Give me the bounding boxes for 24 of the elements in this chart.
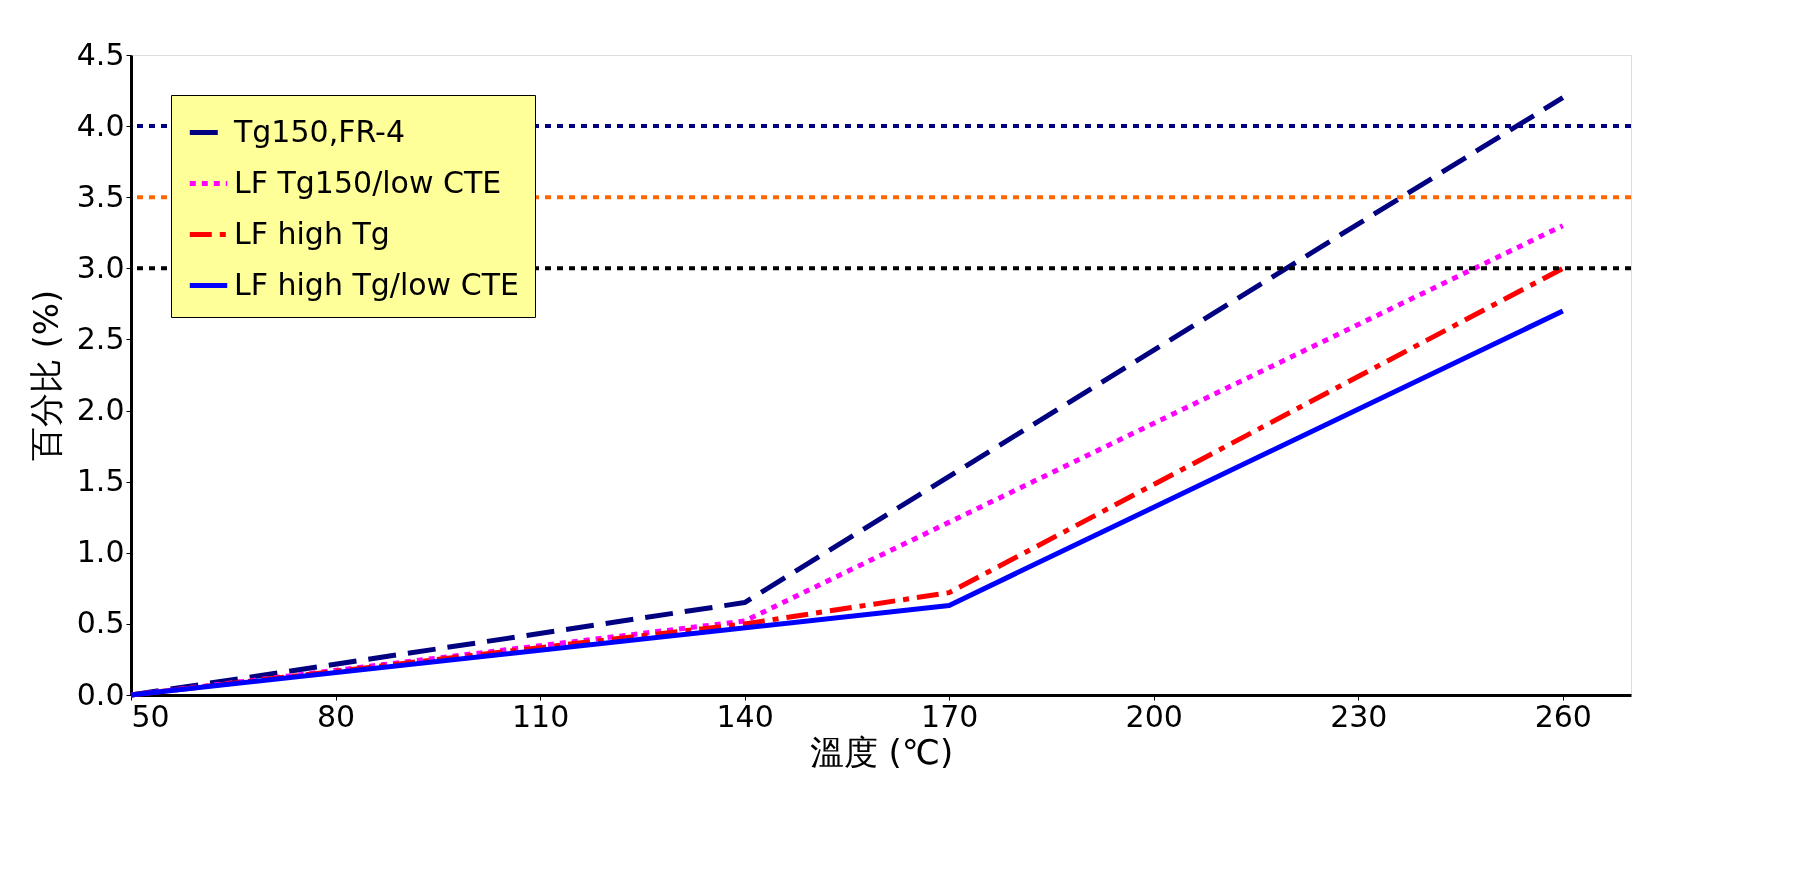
y-axis-title: 百分比 (%) bbox=[25, 289, 66, 462]
y-tick-label: 2.5 bbox=[76, 320, 125, 356]
x-axis-title: 溫度 (℃) bbox=[809, 731, 954, 772]
x-tick-label: 200 bbox=[1125, 698, 1183, 734]
x-tick-label: 260 bbox=[1534, 698, 1592, 734]
legend-label: LF high Tg/low CTE bbox=[234, 266, 519, 302]
y-tick-label: 3.5 bbox=[76, 178, 125, 214]
x-tick-label: 140 bbox=[716, 698, 774, 734]
x-tick-label: 170 bbox=[921, 698, 979, 734]
legend-label: LF high Tg bbox=[234, 215, 390, 251]
y-tick-label: 0.5 bbox=[76, 605, 125, 641]
legend-label: Tg150,FR-4 bbox=[233, 113, 405, 149]
y-tick-label: 2.0 bbox=[76, 392, 125, 428]
y-tick-label: 1.5 bbox=[76, 463, 125, 499]
y-tick-label: 0.0 bbox=[76, 676, 125, 712]
x-tick-label: 230 bbox=[1330, 698, 1388, 734]
legend-label: LF Tg150/low CTE bbox=[234, 164, 502, 200]
x-tick-label: 50 bbox=[131, 698, 170, 734]
y-tick-label: 3.0 bbox=[76, 249, 125, 285]
x-tick-label: 80 bbox=[316, 698, 356, 734]
y-tick-label: 1.0 bbox=[76, 534, 125, 570]
x-tick-label: 110 bbox=[511, 698, 570, 734]
y-tick-label: 4.5 bbox=[76, 36, 125, 72]
y-tick-label: 4.0 bbox=[76, 107, 125, 143]
